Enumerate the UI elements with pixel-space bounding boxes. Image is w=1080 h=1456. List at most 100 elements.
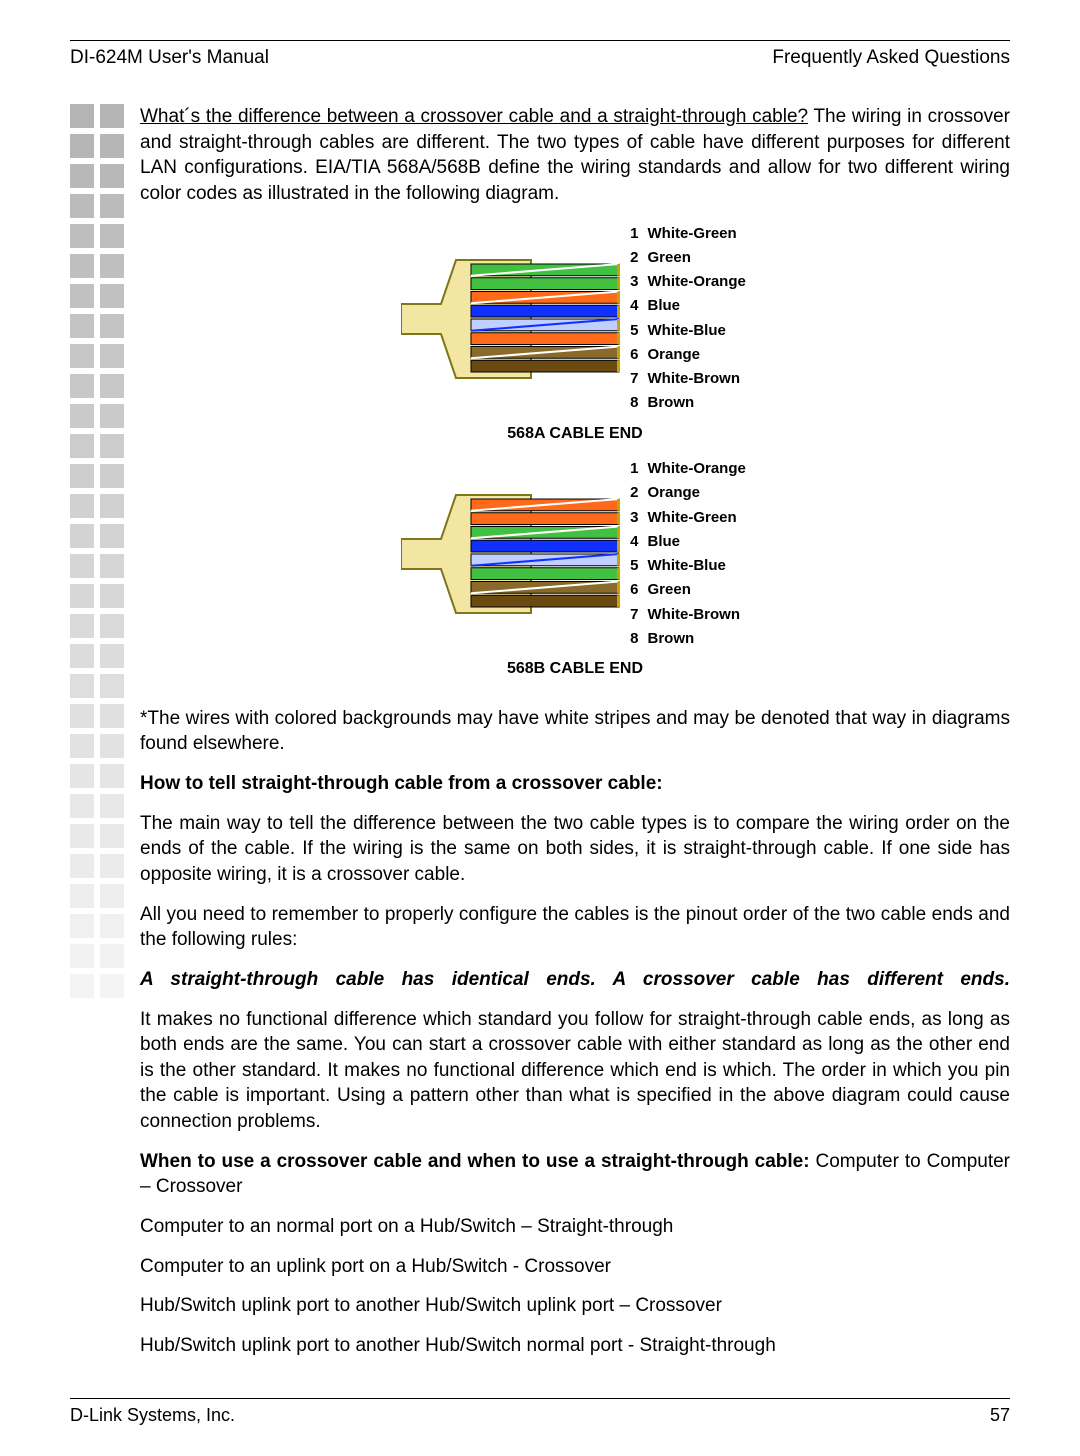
pin-color-name: White-Orange	[647, 458, 747, 480]
side-marker-square	[70, 284, 94, 308]
main-content: What´s the difference between a crossove…	[140, 104, 1010, 1373]
side-marker-row	[70, 764, 140, 788]
side-marker-row	[70, 434, 140, 458]
pin-number: 2	[629, 482, 644, 504]
pin-row: 1White-Green	[629, 223, 747, 245]
pin-color-name: Blue	[647, 531, 747, 553]
pin-number: 4	[629, 531, 644, 553]
functional-para: It makes no functional difference which …	[140, 1007, 1010, 1135]
side-marker-square	[70, 374, 94, 398]
side-marker-square	[100, 644, 124, 668]
pin-number: 6	[629, 344, 644, 366]
side-marker-row	[70, 824, 140, 848]
side-marker-square	[100, 944, 124, 968]
side-marker-square	[100, 494, 124, 518]
pin-row: 6Green	[629, 579, 747, 601]
pin-row: 5White-Blue	[629, 320, 747, 342]
side-marker-column	[70, 104, 140, 1004]
pin-row: 3White-Green	[629, 507, 747, 529]
pin-number: 5	[629, 320, 644, 342]
when-block: When to use a crossover cable and when t…	[140, 1149, 1010, 1200]
side-marker-square	[100, 224, 124, 248]
pin-row: 2Green	[629, 247, 747, 269]
pin-number: 7	[629, 604, 644, 626]
pin-number: 4	[629, 295, 644, 317]
pin-color-name: White-Brown	[647, 368, 747, 390]
side-marker-square	[100, 914, 124, 938]
pin-number: 1	[629, 458, 644, 480]
side-marker-square	[70, 794, 94, 818]
rule-line: A straight-through cable has identical e…	[140, 967, 1010, 993]
side-marker-row	[70, 194, 140, 218]
side-marker-row	[70, 794, 140, 818]
pin-row: 4Blue	[629, 531, 747, 553]
when-list-item: Computer to an uplink port on a Hub/Swit…	[140, 1254, 1010, 1280]
pin-row: 3White-Orange	[629, 271, 747, 293]
pin-color-name: White-Orange	[647, 271, 747, 293]
side-marker-square	[100, 404, 124, 428]
side-marker-square	[70, 104, 94, 128]
side-marker-row	[70, 464, 140, 488]
side-marker-row	[70, 614, 140, 638]
side-marker-square	[100, 284, 124, 308]
side-marker-square	[70, 434, 94, 458]
side-marker-row	[70, 494, 140, 518]
side-marker-square	[100, 314, 124, 338]
side-marker-square	[70, 134, 94, 158]
side-marker-square	[100, 794, 124, 818]
side-marker-square	[70, 164, 94, 188]
cable-568b: 1White-Orange2Orange3White-Green4Blue5Wh…	[401, 456, 749, 652]
side-marker-square	[70, 674, 94, 698]
side-marker-square	[100, 674, 124, 698]
side-marker-square	[70, 494, 94, 518]
side-marker-square	[70, 194, 94, 218]
side-marker-row	[70, 884, 140, 908]
pin-number: 5	[629, 555, 644, 577]
side-marker-square	[70, 254, 94, 278]
side-marker-row	[70, 644, 140, 668]
header-left: DI-624M User's Manual	[70, 47, 269, 69]
side-marker-row	[70, 224, 140, 248]
pin-color-name: White-Brown	[647, 604, 747, 626]
side-marker-row	[70, 254, 140, 278]
pin-color-name: Brown	[647, 392, 747, 414]
pin-color-name: Blue	[647, 295, 747, 317]
side-marker-square	[70, 974, 94, 998]
plug-568b-svg	[401, 489, 621, 619]
side-marker-square	[70, 644, 94, 668]
side-marker-row	[70, 674, 140, 698]
pin-color-name: Green	[647, 247, 747, 269]
header-row: DI-624M User's Manual Frequently Asked Q…	[70, 47, 1010, 69]
question-title: What´s the difference between a crossove…	[140, 106, 808, 127]
header-rule	[70, 40, 1010, 41]
pin-row: 4Blue	[629, 295, 747, 317]
side-marker-square	[100, 614, 124, 638]
label-568a: 568A CABLE END	[507, 423, 642, 445]
side-marker-square	[70, 554, 94, 578]
side-marker-row	[70, 314, 140, 338]
side-marker-square	[70, 734, 94, 758]
side-marker-square	[70, 854, 94, 878]
side-marker-square	[100, 374, 124, 398]
pin-color-name: White-Blue	[647, 320, 747, 342]
side-marker-square	[100, 254, 124, 278]
side-marker-square	[100, 734, 124, 758]
pin-number: 7	[629, 368, 644, 390]
pin-row: 1White-Orange	[629, 458, 747, 480]
side-marker-row	[70, 554, 140, 578]
pin-number: 1	[629, 223, 644, 245]
plug-568a-svg	[401, 254, 621, 384]
footer-right: 57	[990, 1405, 1010, 1426]
side-marker-square	[100, 704, 124, 728]
side-marker-square	[70, 344, 94, 368]
pin-color-name: Green	[647, 579, 747, 601]
pin-color-name: White-Blue	[647, 555, 747, 577]
side-marker-square	[70, 824, 94, 848]
side-marker-row	[70, 974, 140, 998]
side-marker-square	[100, 824, 124, 848]
side-marker-square	[100, 344, 124, 368]
when-heading: When to use a crossover cable and when t…	[140, 1151, 810, 1172]
pin-color-name: White-Green	[647, 507, 747, 529]
pin-color-name: White-Green	[647, 223, 747, 245]
side-marker-row	[70, 914, 140, 938]
